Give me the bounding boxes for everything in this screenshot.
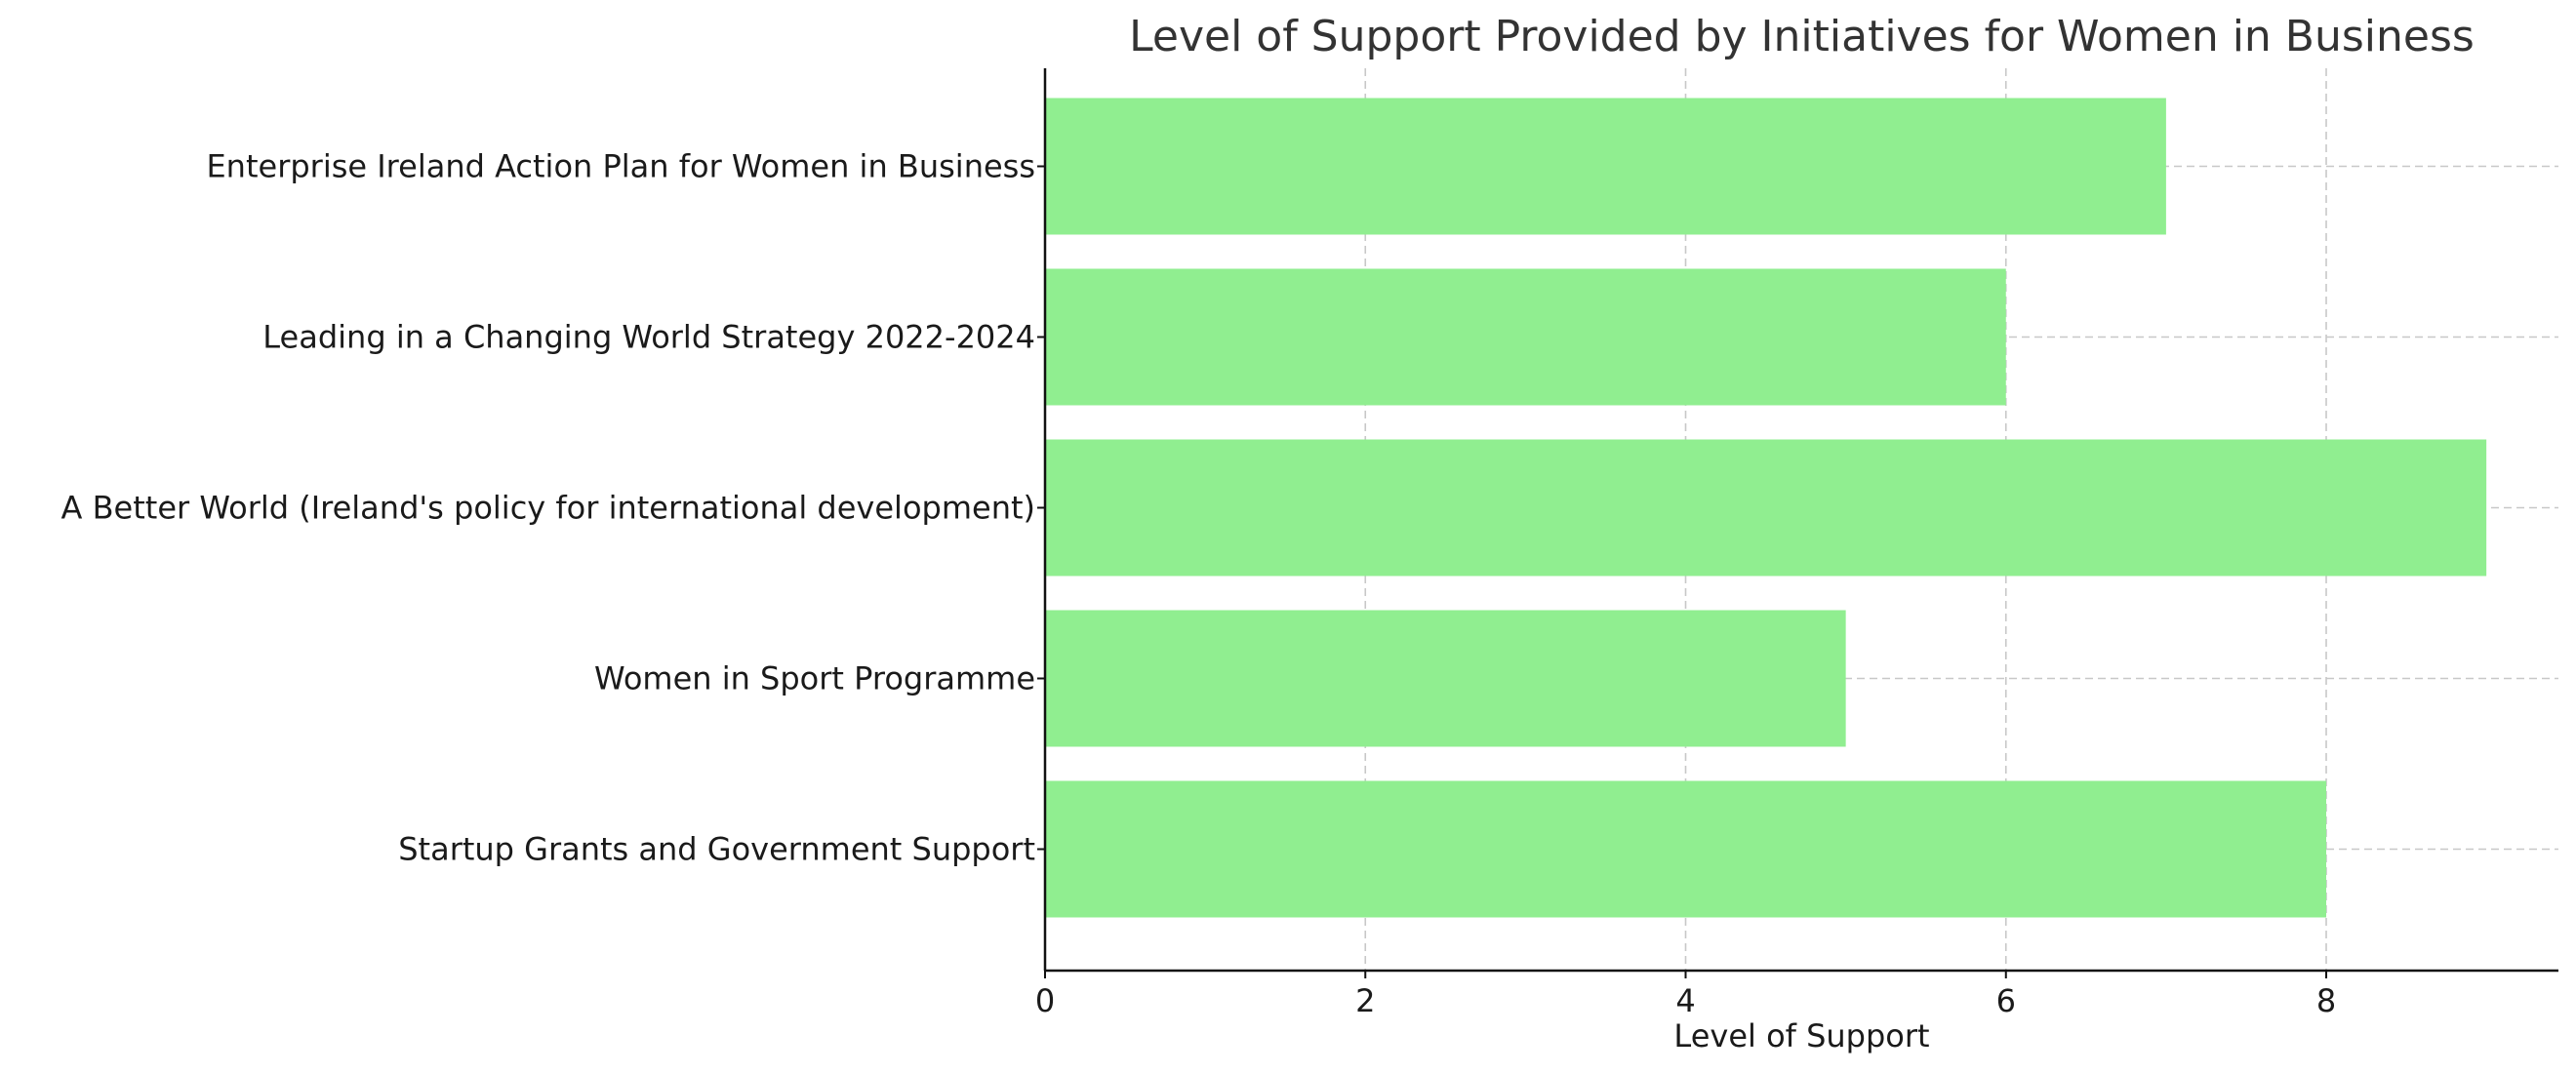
- x-tick-labels: 0 2 4 6 8: [1035, 982, 2336, 1019]
- x-tick-label: 8: [2316, 982, 2336, 1019]
- y-tick-label: Startup Grants and Government Support: [398, 831, 1035, 868]
- x-tick-label: 2: [1355, 982, 1375, 1019]
- bars-layer: [1045, 98, 2487, 918]
- y-tick-labels: Enterprise Ireland Action Plan for Women…: [61, 148, 1035, 868]
- bar: [1045, 268, 2006, 406]
- y-tick-label: Leading in a Changing World Strategy 202…: [262, 319, 1035, 356]
- bar: [1045, 780, 2327, 918]
- y-tick-label: Enterprise Ireland Action Plan for Women…: [206, 148, 1035, 185]
- chart-title: Level of Support Provided by Initiatives…: [1129, 12, 2475, 61]
- bar: [1045, 439, 2487, 577]
- y-tick-label: Women in Sport Programme: [594, 660, 1035, 697]
- y-tick-label: A Better World (Ireland's policy for int…: [61, 490, 1035, 527]
- x-tick-label: 0: [1035, 982, 1055, 1019]
- x-tick-label: 6: [1996, 982, 2016, 1019]
- axes-layer: [1037, 68, 2558, 978]
- x-tick-label: 4: [1675, 982, 1695, 1019]
- bar: [1045, 98, 2166, 235]
- x-axis-label: Level of Support: [1673, 1017, 1929, 1054]
- bar: [1045, 610, 1846, 747]
